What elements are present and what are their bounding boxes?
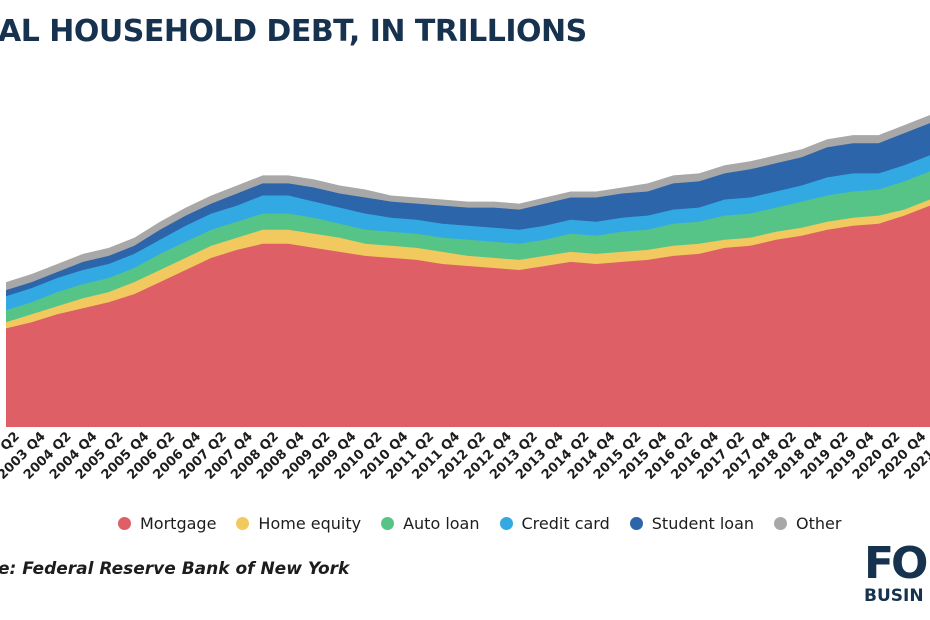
- legend-item-mortgage: Mortgage: [118, 514, 216, 533]
- legend-dot: [499, 517, 513, 530]
- legend-dot: [236, 517, 250, 530]
- source-note: e: Federal Reserve Bank of New York: [0, 559, 350, 579]
- legend-item-credit-card: Credit card: [499, 514, 610, 533]
- logo-top-text: FO: [864, 540, 928, 589]
- legend-label: Home equity: [258, 514, 362, 533]
- legend-item-home-equity: Home equity: [236, 514, 361, 533]
- area-mortgage: [6, 205, 930, 427]
- logo-bottom-text: BUSIN: [864, 586, 924, 606]
- legend-label: Credit card: [521, 514, 610, 533]
- legend-dot: [774, 517, 788, 530]
- legend-dot: [629, 517, 643, 530]
- chart-areas: [6, 115, 930, 428]
- page-title: AL HOUSEHOLD DEBT, IN TRILLIONS: [0, 14, 587, 49]
- legend-label: Mortgage: [140, 514, 217, 533]
- legend-dot: [118, 517, 131, 530]
- legend-label: Other: [796, 514, 842, 533]
- legend-label: Auto loan: [403, 514, 480, 533]
- legend-item-other: Other: [774, 514, 841, 533]
- legend-item-auto-loan: Auto loan: [381, 514, 480, 533]
- chart-legend: Mortgage Home equity Auto loan Credit card S…: [118, 514, 841, 533]
- legend-item-student-loan: Student loan: [629, 514, 755, 533]
- legend-label: Student loan: [651, 514, 755, 533]
- legend-dot: [381, 517, 395, 530]
- fox-business-logo: FO BUSIN: [864, 540, 930, 606]
